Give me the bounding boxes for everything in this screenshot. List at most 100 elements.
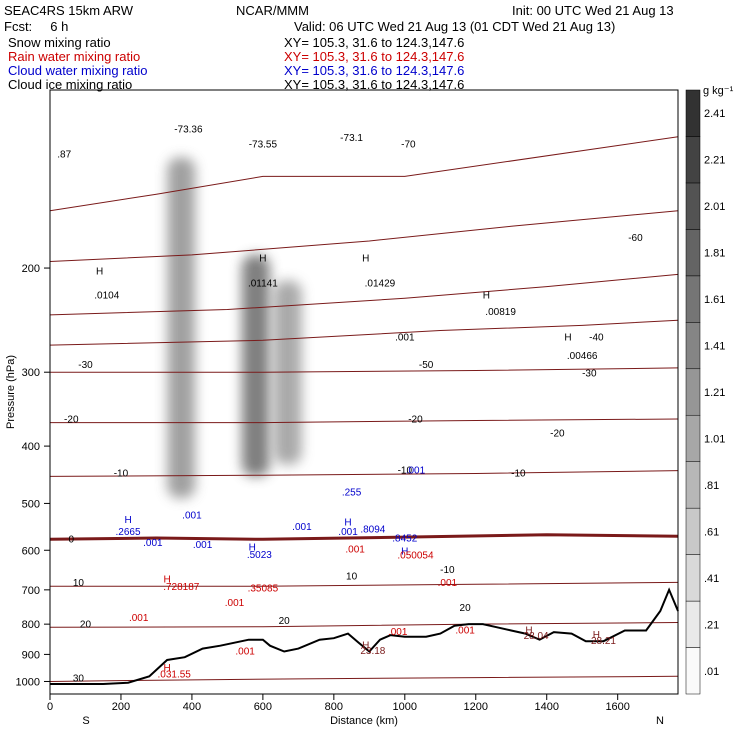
isotherm-0 <box>49 136 679 212</box>
ice-label-2: -73.1 <box>340 133 363 144</box>
x-tick-label-7: 1400 <box>534 701 558 713</box>
colorbar-label-10: 2.01 <box>704 201 725 213</box>
y-tick-label-5: 700 <box>22 585 40 597</box>
rain-label-7: .050054 <box>397 551 434 562</box>
terrain-line <box>50 587 679 685</box>
terrain-label-4: H <box>593 630 600 641</box>
colorbar-unit: g kg⁻¹ <box>703 85 734 97</box>
y-tick-label-7: 900 <box>22 649 40 661</box>
ice-label-34: 30 <box>73 673 85 684</box>
y-tick-label-4: 600 <box>22 545 40 557</box>
colorbar-label-11: 2.21 <box>704 155 725 167</box>
x-axis-label: Distance (km) <box>330 715 398 727</box>
isotherm-3 <box>49 319 679 346</box>
colorbar-swatch-4 <box>685 461 701 509</box>
colorbar-label-2: .41 <box>704 573 719 585</box>
ice-label-7: .0104 <box>94 290 119 301</box>
terrain-label-1: 23.18 <box>360 646 385 657</box>
y-axis: 200 300 400 500 600 700 800 900 1000 <box>16 263 50 688</box>
colorbar-swatch-2 <box>685 554 701 602</box>
ice-label-30: -10 <box>440 565 455 576</box>
ice-label-24: -10 <box>114 468 129 479</box>
cloud-water-label-0: H <box>124 515 131 526</box>
terrain-label-2: H <box>525 626 532 637</box>
ice-label-9: .01141 <box>248 279 278 290</box>
colorbar-swatch-5 <box>685 414 701 462</box>
header-org: NCAR/MMM <box>236 3 309 18</box>
ice-label-29: 10 <box>346 571 358 582</box>
legend-cloud-water-xy: XY= 105.3, 31.6 to 124.3,147.6 <box>284 63 465 78</box>
rain-label-6: .001 <box>345 544 365 555</box>
y-tick-label-3: 500 <box>22 498 40 510</box>
snow-column-2 <box>273 280 302 465</box>
cloud-water-label-8: .255 <box>342 488 362 499</box>
colorbar-label-9: 1.81 <box>704 248 725 260</box>
ice-label-6: H <box>96 266 103 277</box>
isotherm-7 <box>49 533 679 541</box>
legend-cloud-water-name: Cloud water mixing ratio <box>8 63 148 78</box>
snow-column-1 <box>241 254 270 477</box>
terrain-label-5: 28.21 <box>591 636 616 647</box>
x-tick-label-5: 1000 <box>393 701 417 713</box>
isotherm-9 <box>49 622 679 628</box>
colorbar-swatch-7 <box>685 322 701 370</box>
x-end-label-left: S <box>82 715 89 727</box>
colorbar-swatch-11 <box>685 136 701 184</box>
colorbar-swatch-0 <box>685 647 701 695</box>
cloud-water-label-6: .5023 <box>247 550 272 561</box>
y-tick-label-0: 200 <box>22 263 40 275</box>
rain-label-11: H <box>163 663 170 674</box>
x-tick-label-4: 800 <box>325 701 343 713</box>
y-tick-label-1: 300 <box>22 367 40 379</box>
isotherm-10 <box>49 675 679 682</box>
colorbar-swatch-12 <box>685 89 701 137</box>
ice-label-0: -73.36 <box>174 125 203 136</box>
ice-label-20: -50 <box>419 360 434 371</box>
cloud-water-label-5: H <box>249 542 256 553</box>
colorbar-swatch-3 <box>685 507 701 555</box>
y-tick-label-8: 1000 <box>16 676 40 688</box>
ice-label-23: -20 <box>550 428 565 439</box>
isotherm-1 <box>49 210 679 262</box>
colorbar-label-5: 1.01 <box>704 433 725 445</box>
ice-label-19: -30 <box>78 360 93 371</box>
isotherm-6 <box>49 470 679 477</box>
colorbar-label-3: .61 <box>704 526 719 538</box>
ice-label-26: -10 <box>511 468 526 479</box>
y-axis-label: Pressure (hPa) <box>5 355 17 429</box>
x-tick-label-3: 600 <box>254 701 272 713</box>
colorbar-label-12: 2.41 <box>704 108 725 120</box>
colorbar-label-1: .21 <box>704 619 719 631</box>
header-model: SEAC4RS 15km ARW <box>4 3 134 18</box>
rain-label-10: .001 <box>455 626 475 637</box>
isotherm-4 <box>50 367 679 373</box>
ice-label-22: -20 <box>408 415 423 426</box>
colorbar-label-4: .81 <box>704 480 719 492</box>
legend-rain-name: Rain water mixing ratio <box>8 49 141 64</box>
ice-label-13: H <box>483 290 490 301</box>
ice-label-4: -60 <box>628 233 643 244</box>
x-tick-label-1: 200 <box>112 701 130 713</box>
colorbar: .01 .21 .41 .61 .81 1.01 1.21 1.41 1.61 1.81 2.01 2… <box>685 89 725 695</box>
ice-label-10: H <box>362 254 369 265</box>
ice-label-11: .01429 <box>365 279 396 290</box>
ice-label-21: -20 <box>64 415 79 426</box>
cloud-water-label-10: H <box>344 518 351 529</box>
ice-label-25: -10 <box>398 465 413 476</box>
colorbar-swatch-9 <box>685 229 701 277</box>
cloud-water-label-3: .001 <box>182 510 202 521</box>
cloud-water-label-11: .001 <box>338 527 358 538</box>
rain-label-0: H <box>163 574 170 585</box>
y-tick-label-2: 400 <box>22 441 40 453</box>
colorbar-swatch-8 <box>685 275 701 323</box>
isotherm-2 <box>49 273 679 316</box>
isotherm-8 <box>50 581 679 587</box>
ice-label-16: .00466 <box>567 351 598 362</box>
colorbar-label-7: 1.41 <box>704 341 725 353</box>
legend-snow-xy: XY= 105.3, 31.6 to 124.3,147.6 <box>284 35 465 50</box>
ice-label-33: 20 <box>460 603 472 614</box>
cloud-water-label-12: .8094 <box>360 525 385 536</box>
cloud-water-label-14: H <box>401 546 408 557</box>
legend-cloud-ice-name: Cloud ice mixing ratio <box>8 77 133 92</box>
